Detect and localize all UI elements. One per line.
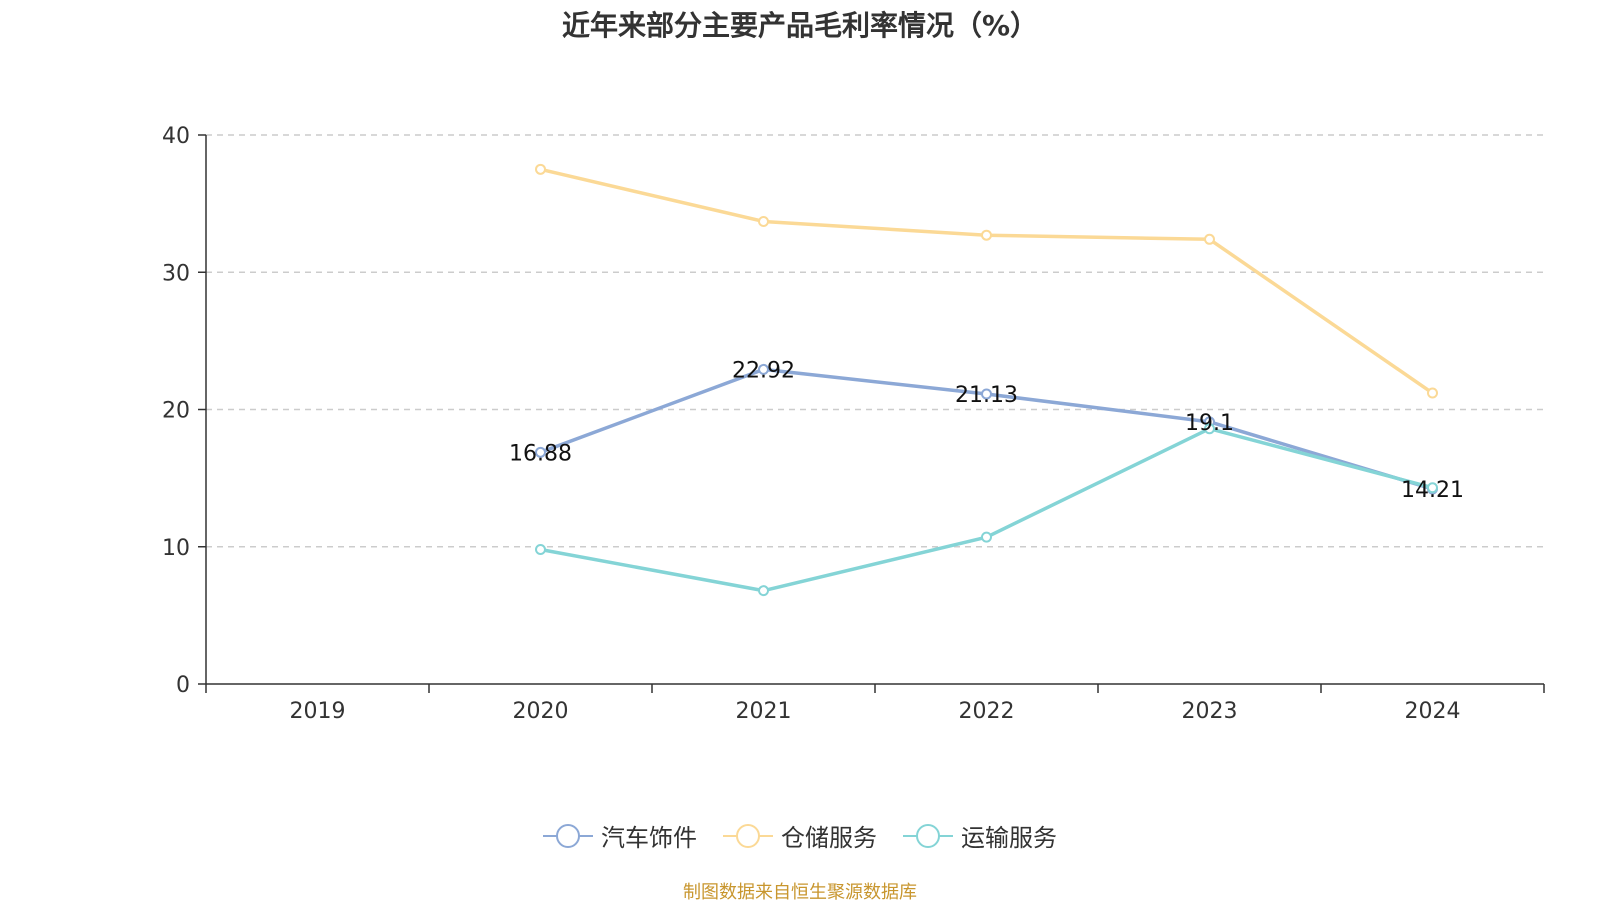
data-point-2-2 [758, 585, 769, 597]
y-tick-label-1: 10 [162, 536, 190, 561]
data-label-0-3: 21.13 [955, 383, 1018, 408]
source-note: 制图数据来自恒生聚源数据库 [683, 882, 917, 903]
data-point-1-5 [1427, 387, 1438, 399]
data-label-0-4: 19.1 [1185, 411, 1234, 436]
chart-title: 近年来部分主要产品毛利率情况（%） [561, 9, 1039, 42]
data-point-2-1 [535, 543, 546, 555]
legend-item-series-0[interactable]: 汽车饰件 [543, 818, 697, 853]
legend: 汽车饰件 仓储服务 运输服务 [0, 818, 1600, 853]
x-tick-label-5: 2024 [1405, 699, 1461, 724]
legend-swatch-series-0 [543, 823, 593, 848]
legend-label-series-1: 仓储服务 [781, 824, 877, 852]
data-point-2-3 [981, 531, 992, 543]
x-tick-label-4: 2023 [1182, 699, 1238, 724]
data-point-2-4 [1204, 423, 1215, 435]
x-tick-label-3: 2022 [959, 699, 1015, 724]
series-line-1 [540, 167, 1434, 395]
legend-label-series-2: 运输服务 [961, 824, 1057, 852]
legend-label-series-0: 汽车饰件 [601, 824, 697, 852]
data-point-0-3 [981, 388, 992, 400]
x-tick-label-1: 2020 [513, 699, 569, 724]
data-label-0-5: 14.21 [1401, 478, 1464, 503]
series-line-2 [540, 426, 1433, 593]
data-point-1-2 [758, 215, 769, 227]
legend-swatch-series-2 [903, 823, 953, 848]
data-point-0-2 [758, 363, 769, 375]
data-point-1-3 [981, 229, 992, 241]
y-tick-label-3: 30 [162, 261, 190, 286]
x-tick-label-2: 2021 [736, 699, 792, 724]
y-tick-label-2: 20 [162, 399, 190, 424]
legend-swatch-series-1 [723, 823, 773, 848]
legend-item-series-1[interactable]: 仓储服务 [723, 818, 877, 853]
data-label-0-2: 22.92 [732, 358, 795, 383]
data-point-2-5 [1427, 482, 1438, 494]
data-point-1-4 [1204, 233, 1215, 245]
data-label-0-1: 16.88 [509, 441, 572, 466]
data-point-1-1 [535, 163, 546, 175]
x-tick-label-0: 2019 [290, 699, 346, 724]
legend-item-series-2[interactable]: 运输服务 [903, 818, 1057, 853]
y-tick-label-4: 40 [162, 124, 190, 149]
data-point-0-1 [535, 446, 546, 458]
y-tick-label-0: 0 [176, 673, 190, 698]
